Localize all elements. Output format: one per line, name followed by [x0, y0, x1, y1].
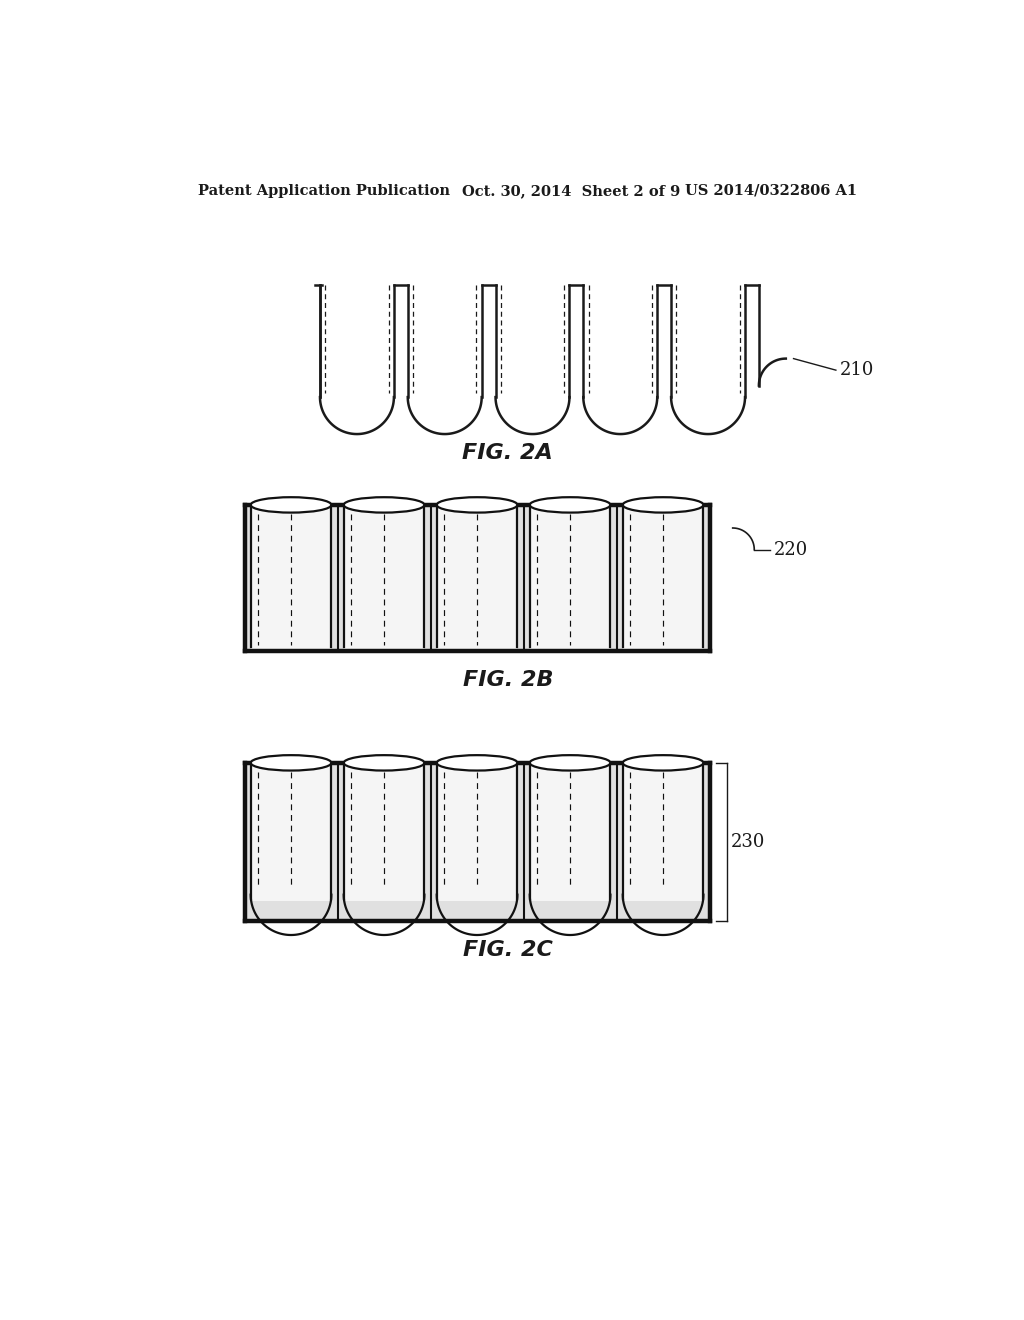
Bar — [245, 506, 710, 651]
Bar — [436, 766, 517, 902]
Ellipse shape — [436, 498, 517, 512]
Ellipse shape — [251, 498, 332, 512]
Ellipse shape — [529, 498, 610, 512]
Bar — [623, 766, 703, 902]
Text: FIG. 2A: FIG. 2A — [463, 444, 553, 463]
Ellipse shape — [436, 755, 517, 771]
Text: 220: 220 — [773, 541, 808, 558]
Bar — [251, 766, 332, 902]
Bar — [251, 507, 332, 649]
Ellipse shape — [251, 755, 332, 771]
Ellipse shape — [623, 755, 703, 771]
Text: US 2014/0322806 A1: US 2014/0322806 A1 — [685, 183, 857, 198]
Bar — [245, 763, 710, 921]
Bar — [344, 766, 424, 902]
Text: 210: 210 — [840, 362, 874, 379]
Text: Patent Application Publication: Patent Application Publication — [199, 183, 451, 198]
Ellipse shape — [623, 498, 703, 512]
Text: Oct. 30, 2014  Sheet 2 of 9: Oct. 30, 2014 Sheet 2 of 9 — [462, 183, 680, 198]
Text: FIG. 2C: FIG. 2C — [463, 940, 553, 960]
Ellipse shape — [344, 498, 424, 512]
Ellipse shape — [344, 755, 424, 771]
Text: FIG. 2B: FIG. 2B — [463, 671, 553, 690]
Ellipse shape — [529, 755, 610, 771]
Text: 230: 230 — [731, 833, 766, 851]
Bar — [436, 507, 517, 649]
Bar — [623, 507, 703, 649]
Bar — [344, 507, 424, 649]
Bar — [529, 507, 610, 649]
Bar — [529, 766, 610, 902]
